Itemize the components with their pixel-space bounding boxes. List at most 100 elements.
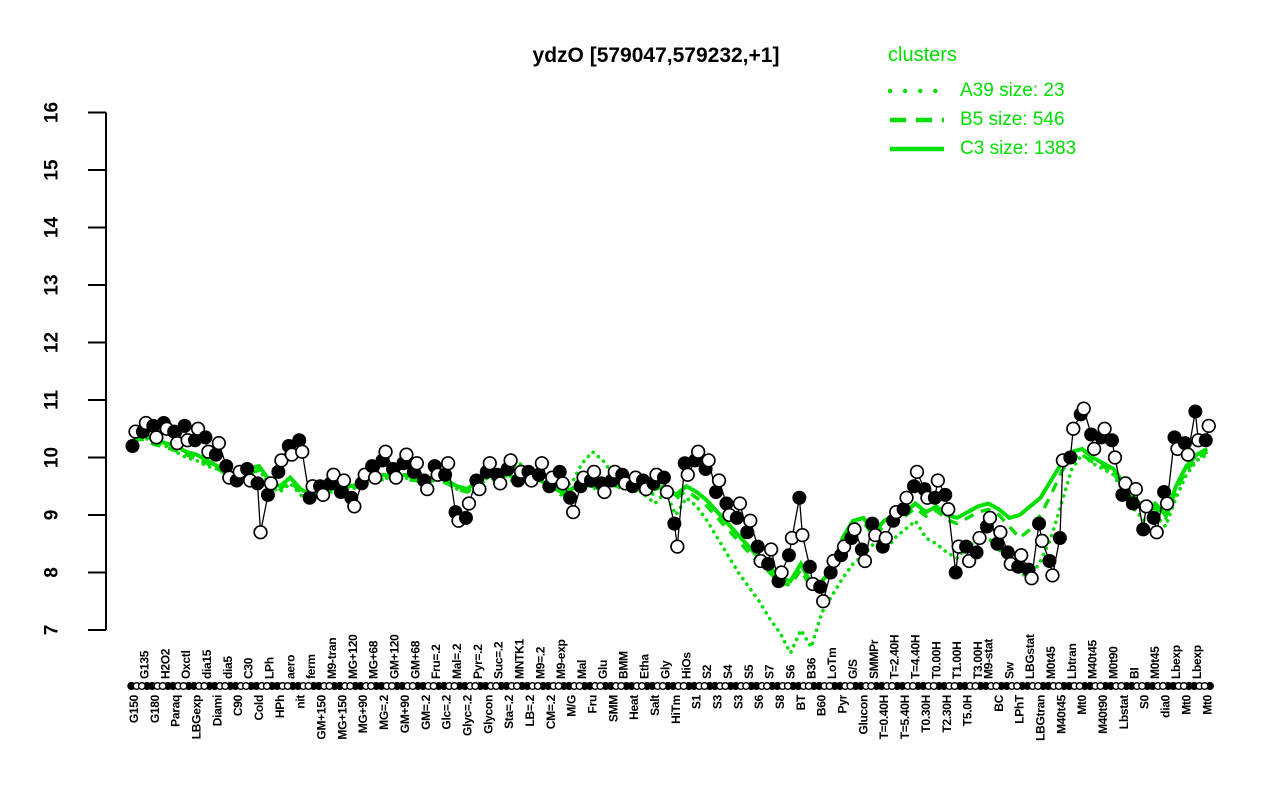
y-tick-label: 10 [42, 447, 63, 468]
condition-label: T=0.40H [877, 695, 891, 739]
strip-open-dot [221, 682, 230, 691]
data-point-open [711, 473, 727, 488]
condition-label: M0t90 [1106, 646, 1120, 679]
condition-label: LBGstat [1023, 634, 1037, 679]
condition-label: Mt0 [1200, 694, 1214, 714]
strip-open-dot [992, 682, 1001, 691]
strip-open-dot [742, 682, 751, 691]
data-point-open [909, 464, 925, 480]
condition-label: HiOs [679, 652, 693, 679]
condition-label: Oxctl [179, 650, 193, 679]
data-point-open [253, 525, 268, 540]
legend-entry-C3: C3 size: 1383 [888, 134, 1076, 163]
data-point-open [982, 510, 998, 526]
condition-label: T0.30H [919, 695, 933, 733]
data-point-open [993, 525, 1008, 540]
data-point-open [816, 594, 831, 609]
y-tick-label: 12 [42, 332, 63, 353]
data-point-filled [813, 579, 828, 594]
condition-label: S3 [731, 694, 745, 709]
data-point-open [847, 522, 862, 537]
condition-label: S6 [783, 664, 797, 679]
data-point-filled [1188, 404, 1203, 419]
strip-open-dot [825, 682, 834, 691]
data-point-open [1159, 496, 1175, 511]
data-point-open [1045, 568, 1060, 583]
strip-open-dot [1179, 682, 1188, 691]
legend-entry-label: A39 size: 23 [960, 79, 1065, 101]
condition-label: LB=.2 [523, 694, 537, 726]
data-point-filled [792, 490, 807, 505]
data-point-filled [208, 447, 223, 462]
condition-label: MG+120 [346, 634, 360, 679]
condition-label: S8 [773, 694, 787, 709]
strip-open-dot [783, 682, 792, 691]
strip-open-dot [137, 682, 146, 691]
data-point-open [1139, 499, 1154, 514]
data-point-filled [667, 516, 682, 531]
condition-label: Suc=.2 [492, 641, 506, 679]
data-point-filled [552, 464, 567, 479]
data-point-open [399, 447, 414, 462]
condition-label: S4 [721, 664, 735, 679]
condition-label: aero [283, 655, 297, 679]
strip-open-dot [846, 682, 855, 691]
data-point-open [211, 435, 227, 451]
data-point-filled [740, 525, 755, 540]
data-point-filled [438, 467, 453, 482]
data-point-open [315, 487, 331, 503]
condition-label: T0.00H [929, 641, 943, 679]
data-point-open [774, 565, 789, 580]
condition-label: MG=.2 [377, 694, 391, 729]
data-point-open [857, 553, 873, 569]
condition-label: T=5.40H [898, 695, 912, 739]
condition-label: Mt0 [1179, 694, 1193, 714]
condition-label: Etha [638, 654, 652, 679]
strip-open-dot [450, 682, 459, 691]
condition-label: M40t90 [1096, 694, 1110, 734]
data-point-filled [990, 536, 1005, 551]
data-point-open [763, 542, 779, 557]
condition-label: nit [294, 695, 308, 709]
condition-label: MNTK1 [513, 639, 527, 679]
condition-label: B36 [804, 657, 818, 679]
data-point-filled [1157, 485, 1172, 499]
data-point-filled [563, 490, 578, 505]
data-point-open [732, 496, 748, 511]
data-point-open [263, 476, 279, 491]
strip-open-dot [721, 682, 730, 691]
strip-open-dot [950, 682, 959, 691]
data-point-open [1149, 525, 1164, 540]
condition-label: LPhT [1013, 694, 1027, 724]
data-point-open [795, 527, 810, 543]
condition-label: G150 [127, 694, 141, 723]
data-point-open [586, 464, 602, 480]
condition-label: Paraq [169, 695, 183, 727]
y-axis: 7 8 9 10 11 12 13 14 15 16 [42, 102, 107, 635]
data-point-open [1076, 401, 1091, 416]
data-point-filled [219, 459, 234, 474]
condition-label: Lbexp [1190, 645, 1204, 679]
strip-open-dot [575, 682, 584, 691]
condition-label: Mal=.2 [450, 643, 464, 679]
data-point-open [1086, 441, 1102, 457]
data-point-filled [302, 490, 317, 505]
y-tick-label: 13 [42, 274, 63, 295]
condition-label: HPh [273, 695, 287, 718]
condition-label: GM+68 [408, 640, 422, 679]
data-point-open [368, 470, 383, 485]
data-point-open [388, 470, 404, 485]
condition-label: H2O2 [158, 648, 172, 679]
condition-label: B60 [815, 694, 829, 716]
data-point-filled [729, 510, 744, 525]
data-point-filled [802, 559, 817, 574]
data-point-filled [823, 565, 838, 580]
data-point-filled [1146, 510, 1161, 525]
condition-label: S5 [742, 664, 756, 679]
data-point-open [440, 456, 456, 471]
condition-label: Lbexp [1169, 645, 1183, 679]
condition-label: GM+150 [315, 694, 329, 739]
strip-open-dot [533, 682, 542, 691]
legend-entry-A39: A39 size: 23 [888, 76, 1076, 105]
condition-label: Glu [596, 660, 610, 679]
